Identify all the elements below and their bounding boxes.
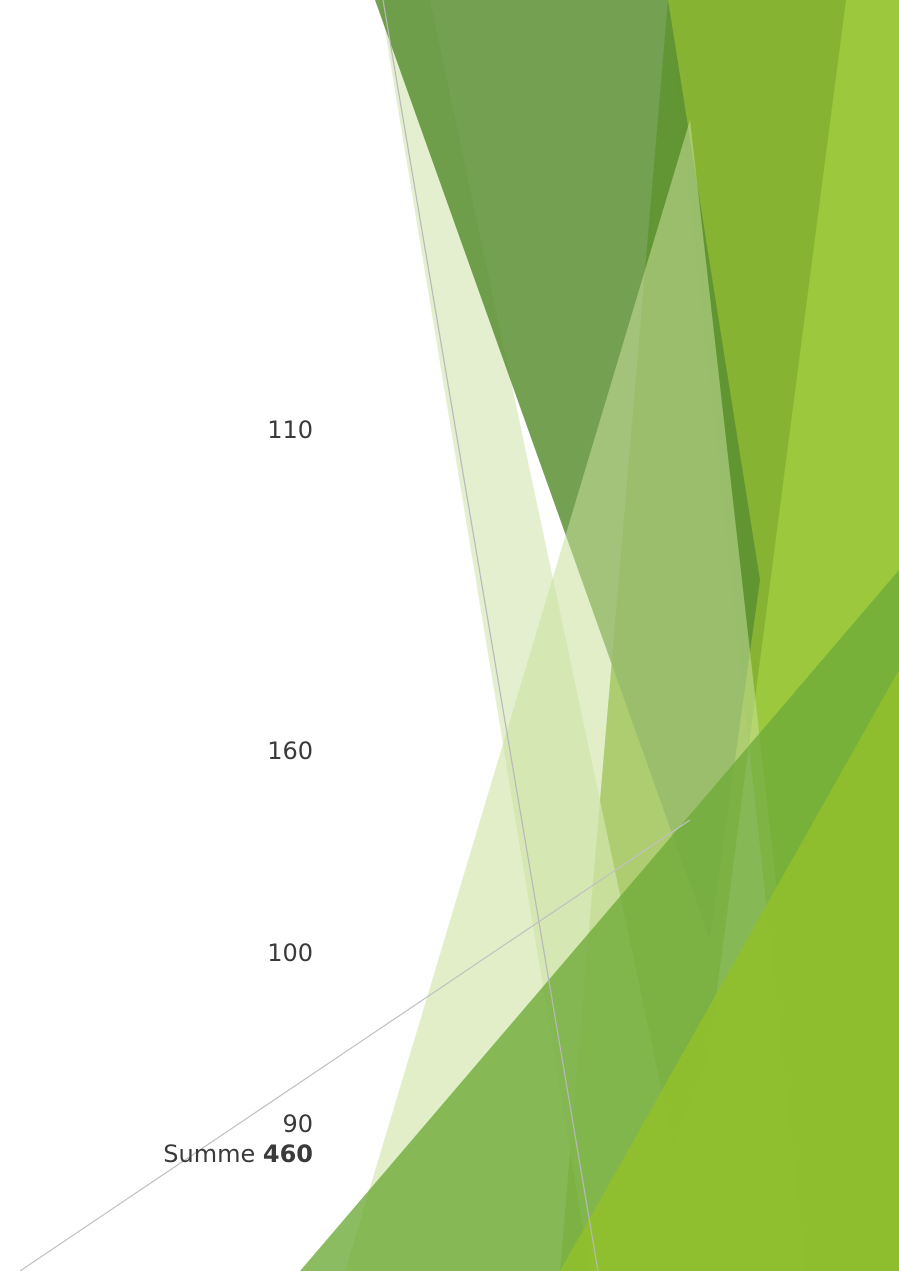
bright-green-triangle	[560, 670, 899, 1271]
thin-line-diagonal	[19, 819, 691, 1271]
value-1: 110	[267, 416, 313, 444]
sum-label: Summe	[163, 1140, 256, 1168]
sum-value: 460	[262, 1140, 313, 1168]
value-3: 100	[267, 939, 313, 967]
value-2: 160	[267, 737, 313, 765]
sum-line: Summe 460	[163, 1142, 313, 1166]
value-4: 90	[282, 1110, 313, 1138]
thin-line-vertical	[382, 0, 599, 1271]
